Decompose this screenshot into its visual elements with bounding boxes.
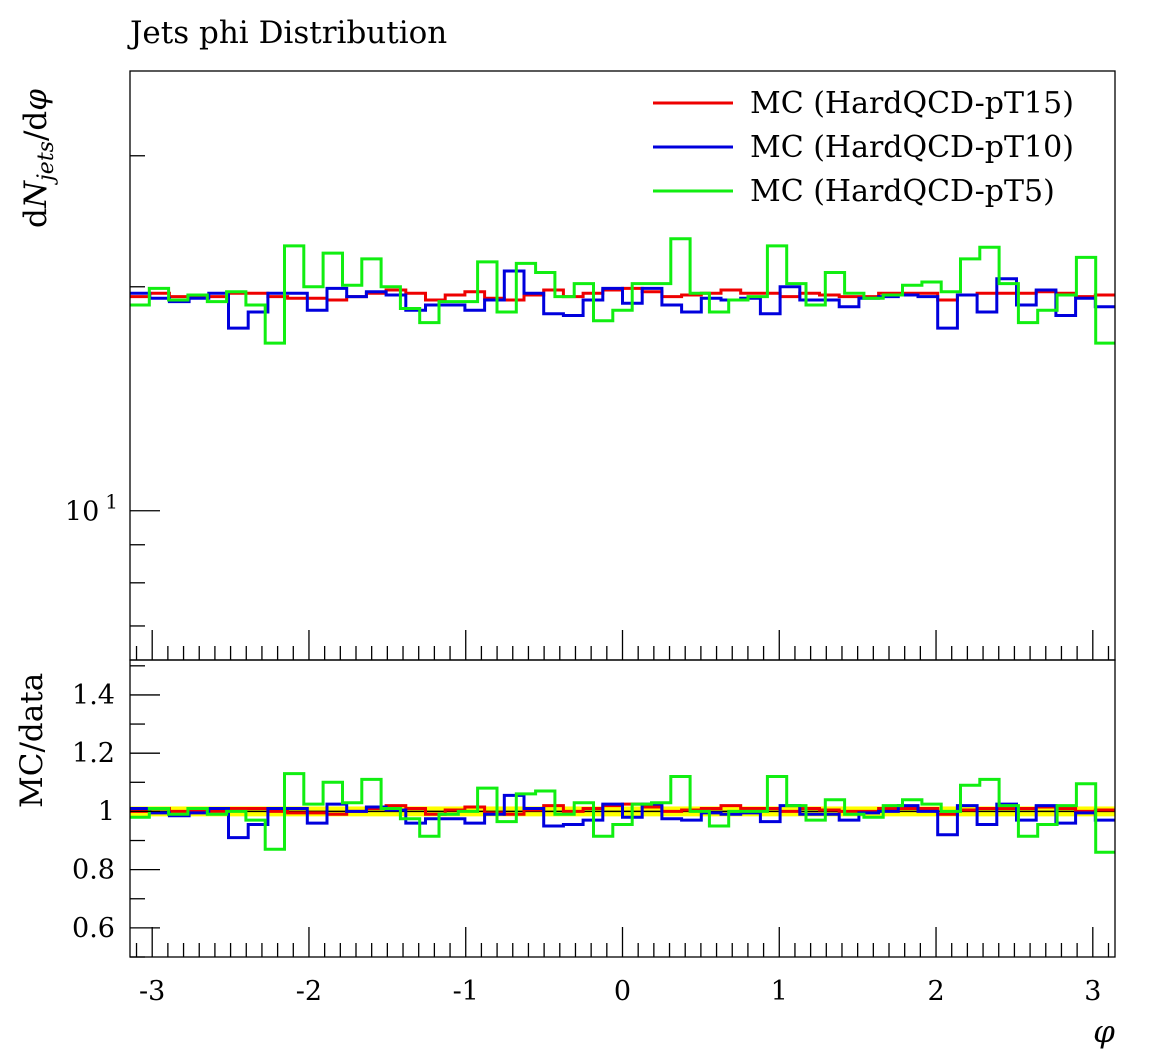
ratio-y-tick-label: 1.4: [72, 680, 115, 711]
legend-label-2: MC (HardQCD-pT5): [750, 174, 1055, 209]
x-tick-label: 3: [1084, 976, 1101, 1007]
x-tick-label: 1: [771, 976, 788, 1007]
main-plot: 10 1: [65, 70, 1116, 661]
ratio-series-1: [130, 793, 1115, 840]
x-tick-label: -3: [139, 976, 165, 1007]
legend-label-0: MC (HardQCD-pT15): [750, 86, 1074, 121]
main-series-2: [130, 237, 1115, 345]
x-axis-label: φ: [1093, 1014, 1115, 1050]
main-series-0: [130, 286, 1115, 302]
ratio-y-tick-label: 1: [98, 796, 115, 827]
ratio-plot: 0.6 0.8 1 1.2 1.4: [72, 659, 1116, 958]
main-series-1: [130, 269, 1115, 330]
ratio-y-tick-label: 0.6: [72, 913, 115, 944]
legend: MC (HardQCD-pT15) MC (HardQCD-pT10) MC (Ha…: [653, 86, 1074, 209]
x-tick-label: -1: [453, 976, 479, 1007]
x-tick-label: 0: [614, 976, 631, 1007]
chart-title: Jets phi Distribution: [127, 15, 447, 51]
x-tick-label: -2: [296, 976, 322, 1007]
main-y-tick-label: 10 1: [65, 490, 118, 528]
ratio-y-tick-label: 0.8: [72, 855, 115, 886]
legend-label-1: MC (HardQCD-pT10): [750, 130, 1074, 165]
ratio-y-axis-label: MC/data: [14, 673, 50, 808]
x-tick-label: 2: [927, 976, 944, 1007]
x-tick-labels: -3 -2 -1 0 1 2 3: [139, 976, 1101, 1007]
ratio-y-tick-label: 1.2: [72, 738, 115, 769]
main-y-axis-label: dNjets/dφ: [18, 89, 59, 228]
ratio-series-2: [130, 772, 1115, 854]
